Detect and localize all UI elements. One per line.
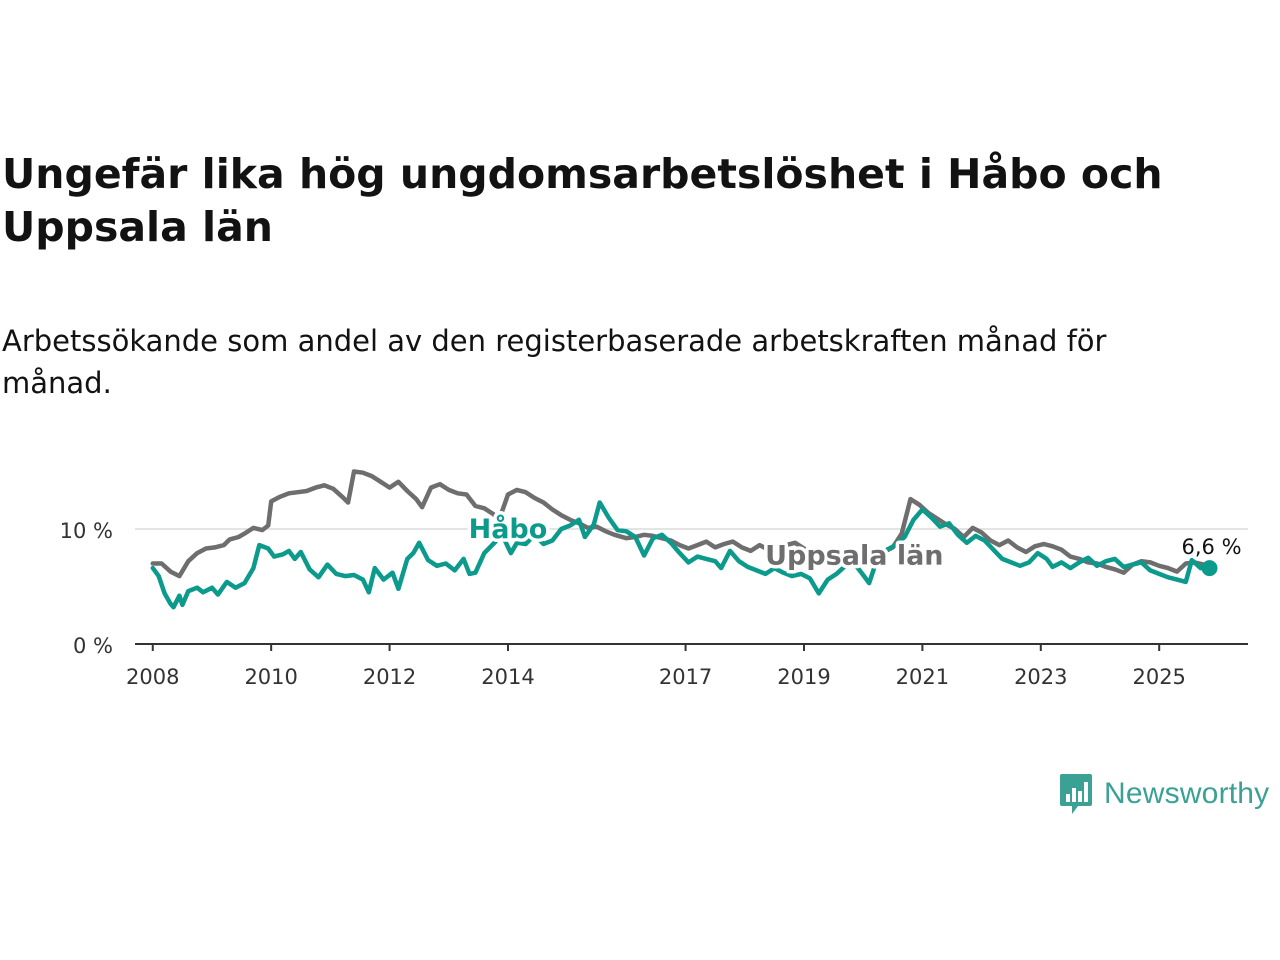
- last-value-label: 6,6 %: [1182, 535, 1242, 559]
- series-line-hbo: [150, 500, 1212, 610]
- bar-chart-speech-bubble-icon: [1060, 774, 1092, 814]
- x-tick-label: 2019: [777, 665, 830, 689]
- x-tick-label: 2010: [244, 665, 297, 689]
- brand-name: Newsworthy: [1104, 777, 1270, 810]
- series-lines: [150, 469, 1212, 610]
- newsworthy-logo: Newsworthy: [1058, 772, 1269, 816]
- x-tick-label: 2008: [126, 665, 179, 689]
- series-labels: Håbo Uppsala län 6,6 %: [465, 510, 1244, 577]
- x-tick-label: 2014: [481, 665, 534, 689]
- x-tick-label: 2017: [659, 665, 712, 689]
- x-tick-label: 2025: [1132, 665, 1185, 689]
- y-tick-label: 0 %: [73, 634, 113, 658]
- series-line-uppsala-ln: [150, 469, 1212, 579]
- x-tick-label: 2021: [896, 665, 949, 689]
- last-value-marker: [1201, 560, 1218, 577]
- chart-subtitle: Arbetssökande som andel av den registerb…: [2, 324, 1107, 400]
- series-label-uppsala-lan: Uppsala län: [765, 541, 943, 572]
- y-tick-label: 10 %: [60, 519, 113, 543]
- axes: 0 % 10 % 2008 2010 2012 2014 2017 2019 2021 2023 2…: [60, 519, 1248, 689]
- chart-title: Ungefär lika hög ungdomsarbetslöshet i H…: [2, 150, 1163, 251]
- x-tick-label: 2023: [1014, 665, 1067, 689]
- x-tick-label: 2012: [363, 665, 416, 689]
- line-chart: 0 % 10 % 2008 2010 2012 2014 2017 2019 2021 2023 2…: [60, 469, 1248, 689]
- series-label-habo: Håbo: [469, 513, 548, 545]
